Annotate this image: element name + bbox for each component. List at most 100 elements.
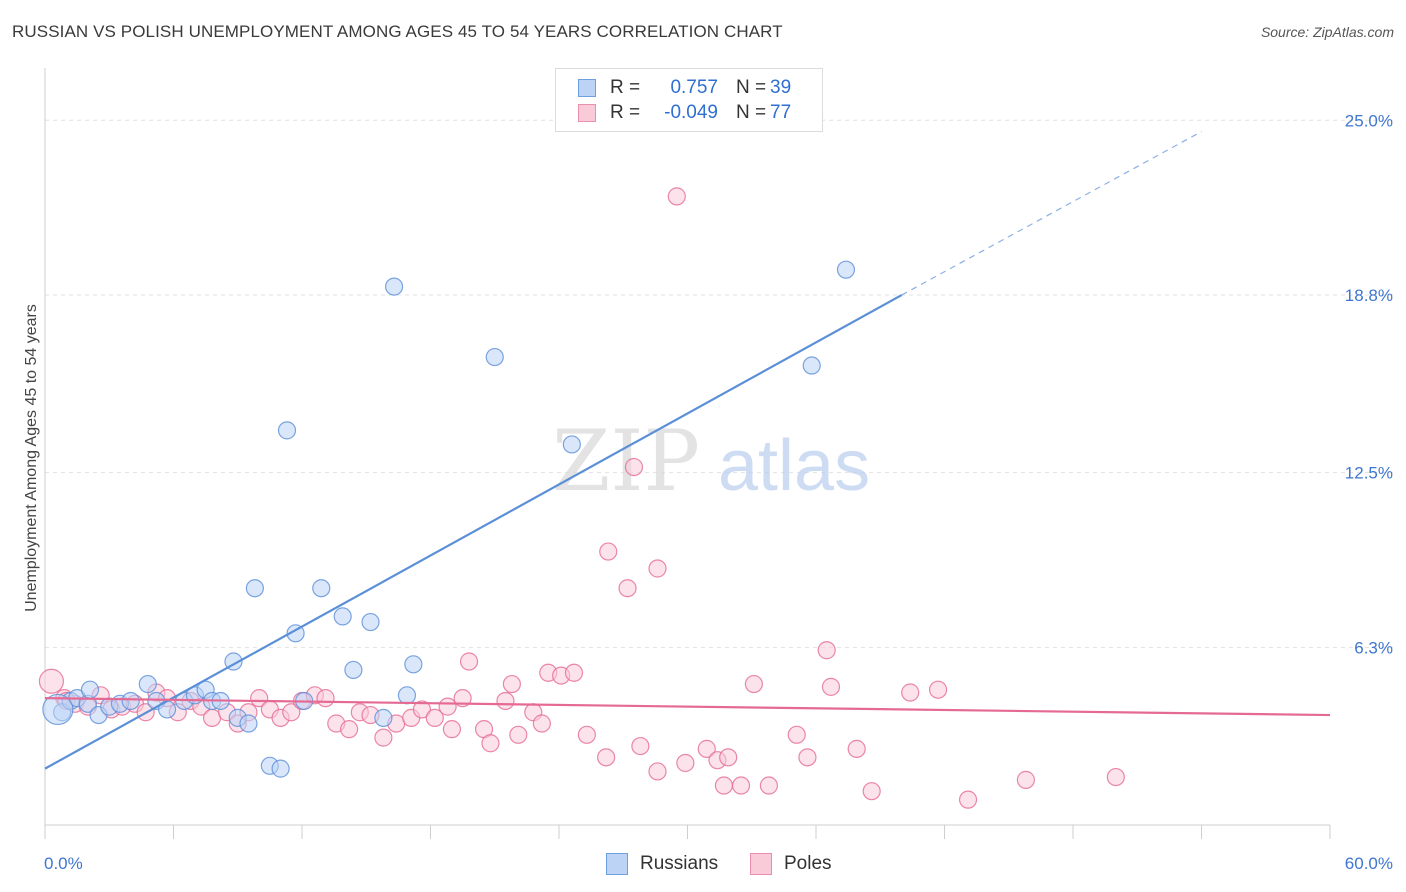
poles-point — [597, 748, 616, 767]
russians-point — [271, 759, 290, 778]
y-tick-label: 12.5% — [1345, 464, 1393, 483]
poles-point — [250, 689, 269, 708]
poles-point — [577, 725, 596, 744]
poles-point — [667, 187, 686, 206]
russians-point — [404, 655, 423, 674]
legend-n-label: N = — [736, 77, 767, 98]
poles-point — [821, 677, 841, 696]
russians-trend-extension — [901, 131, 1202, 296]
x-tick-label: 60.0% — [1345, 854, 1393, 873]
russians-point — [361, 612, 380, 632]
legend-n-value: 39 — [770, 77, 792, 98]
poles-point — [928, 680, 948, 699]
legend-row-poles: R = -0.049 N = 77 — [578, 102, 791, 124]
russians-point — [344, 660, 363, 680]
legend-swatch-poles — [578, 104, 596, 122]
poles-point — [38, 668, 65, 694]
russians-point — [277, 421, 297, 440]
russians-point — [485, 347, 504, 367]
poles-point — [564, 663, 584, 682]
watermark: ZIP atlas — [552, 412, 870, 510]
poles-point — [847, 739, 866, 758]
legend-swatch-poles — [750, 853, 772, 875]
poles-point — [624, 457, 644, 477]
legend-label-poles: Poles — [784, 853, 832, 874]
series-russians — [42, 260, 856, 778]
chart-title: RUSSIAN VS POLISH UNEMPLOYMENT AMONG AGE… — [12, 22, 783, 41]
poles-point — [798, 748, 817, 767]
y-tick-label: 25.0% — [1345, 111, 1393, 130]
poles-point — [618, 579, 637, 598]
poles-point — [496, 691, 515, 711]
poles-point — [631, 736, 650, 756]
russians-point — [138, 674, 157, 694]
source-label: Source: ZipAtlas.com — [1260, 24, 1394, 40]
watermark-atlas: atlas — [718, 426, 870, 506]
poles-point — [862, 782, 881, 801]
trend-lines — [44, 131, 1331, 770]
poles-point — [731, 776, 751, 795]
legend-r-value: -0.049 — [664, 102, 718, 123]
poles-point — [744, 674, 763, 694]
gridlines — [45, 119, 1395, 648]
y-axis-title: Unemployment Among Ages 45 to 54 years — [23, 304, 40, 612]
legend-item-russians[interactable]: Russians — [606, 852, 718, 876]
poles-point — [714, 776, 734, 795]
poles-point — [1016, 770, 1035, 789]
russians-point — [333, 607, 352, 626]
russians-point — [286, 624, 305, 643]
legend-n-label: N = — [736, 102, 767, 123]
legend-r-label: R = — [610, 77, 641, 98]
poles-point — [459, 652, 479, 671]
poles-point — [481, 734, 500, 753]
poles-trend-line — [44, 697, 1331, 717]
poles-point — [719, 748, 738, 767]
poles-point — [502, 674, 521, 694]
legend-item-poles[interactable]: Poles — [750, 852, 832, 876]
russians-point — [836, 260, 856, 279]
russians-point — [42, 693, 74, 726]
legend-r-label: R = — [610, 102, 641, 123]
legend-r-value: 0.757 — [670, 77, 718, 98]
tick-labels: 6.3% 12.5% 18.8% 25.0% 0.0% 60.0% — [44, 111, 1393, 873]
russians-point — [245, 579, 264, 598]
poles-point — [509, 725, 528, 744]
y-tick-label: 6.3% — [1354, 638, 1393, 657]
legend-row-russians: R = 0.757 N = 39 — [578, 77, 791, 99]
poles-point — [442, 720, 462, 739]
russians-point — [397, 686, 417, 705]
legend-swatch-russians — [606, 853, 628, 875]
russians-point — [121, 691, 140, 711]
poles-point — [599, 542, 618, 561]
poles-point — [676, 753, 695, 773]
poles-point — [316, 689, 335, 708]
russians-point — [80, 680, 100, 699]
russians-point — [239, 714, 258, 733]
correlation-legend: R = 0.757 N = 39 R = -0.049 N = 77 — [555, 68, 823, 132]
russians-point — [384, 277, 404, 296]
poles-point — [817, 641, 836, 660]
legend-swatch-russians — [578, 79, 596, 97]
legend-label-russians: Russians — [640, 853, 719, 874]
poles-point — [759, 776, 778, 795]
poles-point — [453, 689, 472, 708]
poles-point — [425, 708, 444, 727]
legend-n-value: 77 — [770, 102, 792, 123]
poles-point — [958, 790, 978, 809]
russians-point — [374, 708, 393, 727]
watermark-zip: ZIP — [552, 412, 700, 510]
poles-point — [412, 700, 432, 719]
poles-point — [340, 720, 359, 739]
poles-point — [438, 697, 457, 716]
poles-point — [697, 739, 716, 758]
russians-point — [802, 356, 821, 375]
poles-point — [901, 683, 920, 702]
poles-point — [374, 728, 393, 747]
poles-point — [532, 714, 551, 733]
y-tick-label: 18.8% — [1345, 286, 1393, 305]
russians-trend-line — [44, 294, 903, 770]
poles-point — [787, 725, 806, 744]
russians-point — [562, 435, 581, 454]
russians-point — [312, 579, 331, 598]
